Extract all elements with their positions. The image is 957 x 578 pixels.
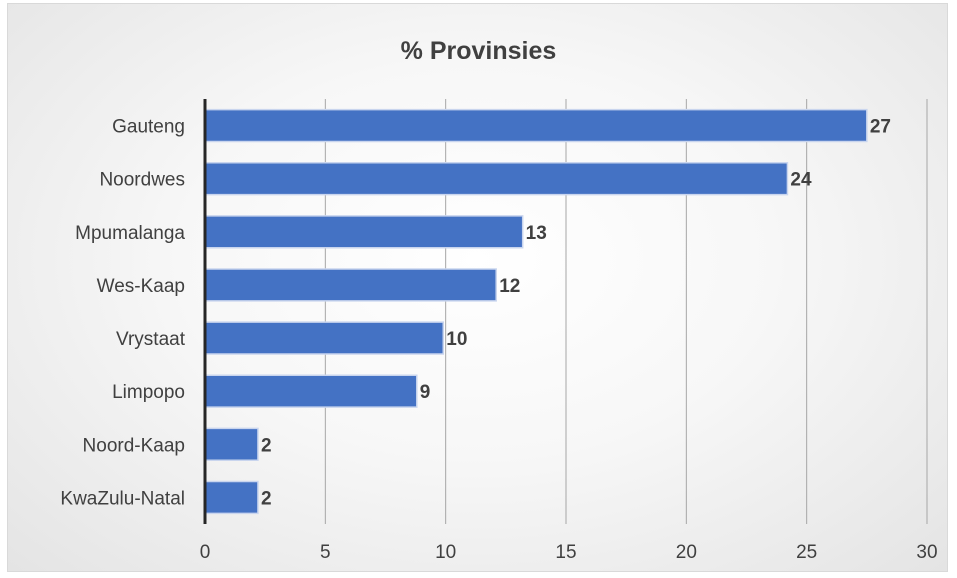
category-label-5: Limpopo	[112, 382, 185, 403]
category-label-6: Noord-Kaap	[83, 435, 185, 456]
bar-3	[204, 268, 497, 302]
x-tick-label-5: 25	[796, 542, 817, 563]
data-label-2: 13	[526, 223, 547, 244]
x-tick-label-0: 0	[200, 542, 211, 563]
data-label-3: 12	[499, 276, 520, 297]
category-label-7: KwaZulu-Natal	[60, 488, 185, 509]
data-label-6: 2	[261, 435, 272, 456]
bar-5	[204, 374, 418, 408]
data-label-4: 10	[446, 329, 467, 350]
bar-4	[204, 321, 445, 355]
bar-2	[204, 215, 524, 249]
category-label-3: Wes-Kaap	[97, 276, 185, 297]
x-tick-label-4: 20	[676, 542, 697, 563]
bar-6	[204, 427, 259, 461]
category-label-0: Gauteng	[112, 117, 185, 138]
category-label-2: Mpumalanga	[75, 223, 185, 244]
x-tick-label-3: 15	[555, 542, 576, 563]
category-label-1: Noordwes	[99, 170, 185, 191]
x-tick-label-1: 5	[320, 542, 331, 563]
data-label-1: 24	[790, 170, 812, 191]
data-label-5: 9	[420, 382, 431, 403]
data-label-7: 2	[261, 488, 272, 509]
bar-1	[204, 162, 789, 196]
bar-7	[204, 480, 259, 515]
x-tick-label-2: 10	[435, 542, 456, 563]
data-label-0: 27	[870, 117, 891, 138]
category-label-4: Vrystaat	[116, 329, 186, 350]
bar-0	[204, 108, 868, 143]
chart-title: % Provinsies	[400, 37, 557, 65]
x-tick-label-6: 30	[916, 542, 937, 563]
